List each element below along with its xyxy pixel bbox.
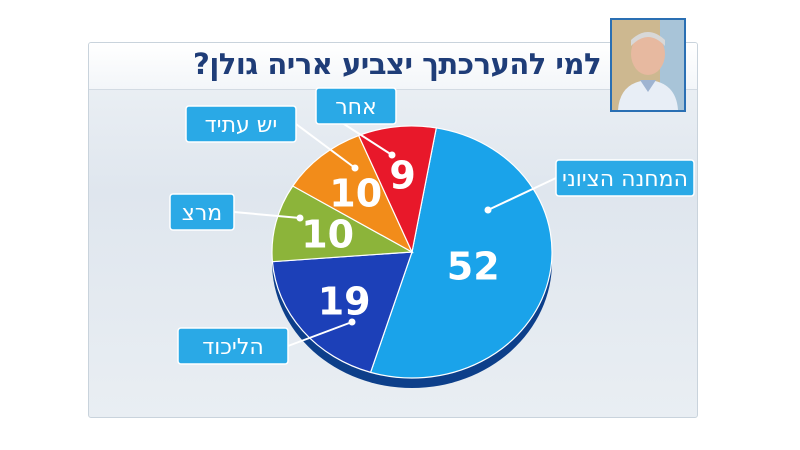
slice-category-label: הליכוד <box>202 335 263 360</box>
callout-line <box>487 177 557 211</box>
slice-category-label: המחנה הציוני <box>562 167 688 192</box>
pie-slice <box>271 185 415 263</box>
slice-value-label: 52 <box>447 244 500 288</box>
callout-line <box>295 123 356 169</box>
pie-slice <box>369 127 553 379</box>
callout-line <box>287 321 353 347</box>
slice-category-label: אחר <box>335 95 377 120</box>
callout-box <box>185 105 297 143</box>
chart-title: למי להערכתך יצביע אריה גולן? <box>193 47 601 81</box>
callout-dot <box>296 214 304 222</box>
pie-slice <box>291 134 414 254</box>
callout-dot <box>348 318 356 326</box>
slice-value-label: 10 <box>329 172 382 216</box>
callout-box <box>169 193 235 231</box>
slice-value-label: 9 <box>389 153 415 197</box>
callout-line <box>233 211 301 219</box>
callout-dot <box>351 164 359 172</box>
callout-box <box>555 159 695 197</box>
person-portrait-icon <box>610 18 686 112</box>
pie-slice <box>271 251 413 374</box>
callout-box <box>315 87 397 125</box>
title-bar: למי להערכתך יצביע אריה גולן? <box>89 43 697 90</box>
slice-value-label: 19 <box>318 280 371 324</box>
callout-dot <box>484 206 492 214</box>
callout-box <box>177 327 289 365</box>
slice-value-label: 10 <box>301 213 354 257</box>
slice-category-label: מרצ <box>182 201 222 226</box>
callout-dot <box>388 151 396 159</box>
slice-category-label: יש עתיד <box>205 113 278 138</box>
